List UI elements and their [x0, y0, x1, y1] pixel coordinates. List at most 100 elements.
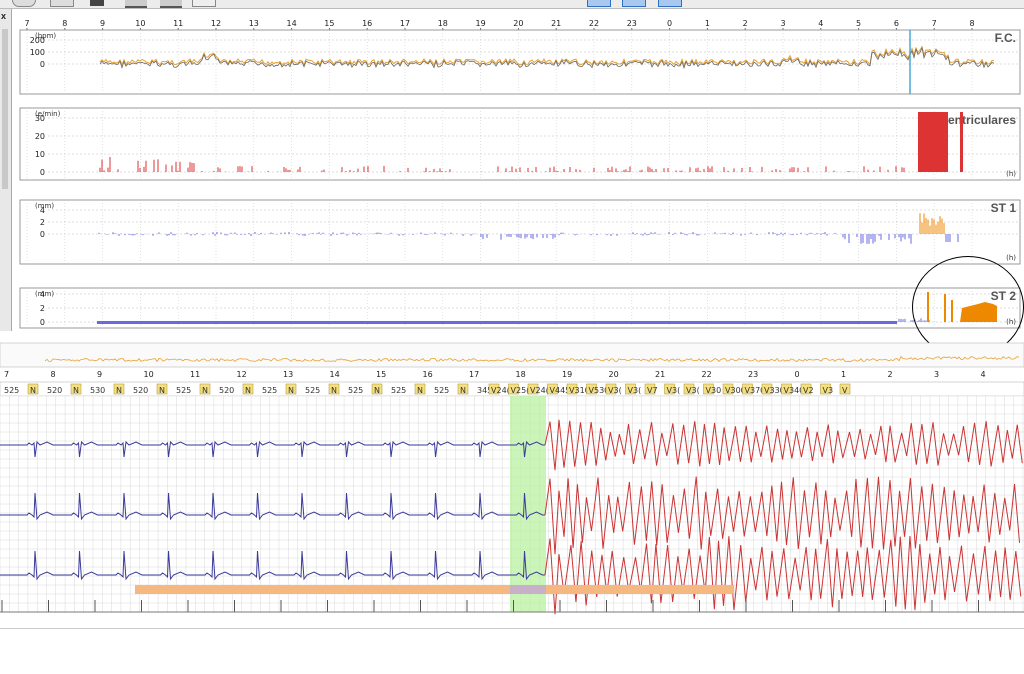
beat-interval-label: 7 — [653, 386, 658, 395]
beat-type-label: V — [550, 386, 556, 395]
strip-tick-label: 11 — [190, 370, 200, 379]
hour-tick-label: 19 — [476, 19, 486, 28]
vent-burst — [960, 112, 963, 172]
beat-interval-label: 525 — [262, 386, 277, 395]
strip-tick-label: 10 — [144, 370, 154, 379]
toolbar — [0, 0, 1024, 9]
beat-type-tag — [703, 383, 714, 395]
hour-tick-label: 20 — [513, 19, 523, 28]
strip-tick-label: 3 — [934, 370, 939, 379]
beat-type-label: N — [202, 386, 208, 395]
beat-type-label: N — [460, 386, 466, 395]
beat-interval-label: 345 — [477, 386, 492, 395]
y-tick-label: 0 — [40, 168, 45, 177]
beat-interval-label: 340 — [789, 386, 804, 395]
beat-type-tag — [781, 383, 792, 395]
panel-unit-label: (bpm) — [35, 32, 56, 40]
hour-tick-label: 13 — [249, 19, 259, 28]
layout3-icon[interactable] — [658, 0, 682, 7]
beat-type-tag — [508, 383, 519, 395]
hour-tick-label: 1 — [705, 19, 710, 28]
beat-type-tag — [605, 383, 617, 395]
hour-tick-label: 10 — [135, 19, 145, 28]
beat-type-label: N — [331, 386, 337, 395]
panel-hour-unit: (h) — [1006, 170, 1016, 178]
layout1-icon[interactable] — [587, 0, 611, 7]
strip-tick-label: 17 — [469, 370, 479, 379]
y-tick-label: 2 — [40, 218, 45, 227]
beat-type-label: V — [589, 386, 595, 395]
beat-type-label: N — [30, 386, 36, 395]
beat-interval-label: 530 — [90, 386, 105, 395]
y-tick-label: 2 — [40, 304, 45, 313]
annotation-circle — [912, 256, 1024, 358]
beat-type-label: V — [725, 386, 731, 395]
beat-type-label: V — [803, 386, 809, 395]
beat-type-label: N — [159, 386, 165, 395]
beat-type-tag — [328, 383, 340, 395]
y-tick-label: 30 — [35, 114, 45, 123]
monitor2-icon[interactable] — [160, 0, 182, 8]
left-sidebar: x — [0, 9, 12, 331]
panel-title: F.C. — [995, 31, 1016, 45]
overview-row — [0, 342, 1024, 368]
beat-interval-label: 330 — [770, 386, 785, 395]
beat-type-tag — [156, 383, 168, 395]
beat-type-tag — [761, 383, 773, 395]
beat-type-label: N — [374, 386, 380, 395]
beat-type-label: V — [530, 386, 536, 395]
beat-type-tag — [800, 383, 812, 395]
beat-interval-label: 520 — [47, 386, 62, 395]
ecg-lead2-normal — [0, 492, 545, 521]
beat-interval-label: 370 — [750, 386, 765, 395]
hour-tick-label: 21 — [551, 19, 561, 28]
beat-interval-label: 525 — [391, 386, 406, 395]
hour-tick-label: 11 — [173, 19, 183, 28]
beat-interval-label: 24( — [536, 386, 549, 395]
beat-type-tag — [586, 383, 597, 395]
beat-type-label: V — [823, 386, 829, 395]
beat-type-tag — [199, 383, 211, 395]
beat-type-label: V — [491, 386, 497, 395]
beat-interval-label: 310 — [575, 386, 590, 395]
beat-type-label: V — [706, 386, 712, 395]
sidebar-scrollbar[interactable] — [2, 29, 8, 189]
beat-interval-label: 30 — [711, 386, 721, 395]
hour-tick-label: 7 — [24, 19, 29, 28]
ecg-lead1-vt — [544, 419, 1023, 471]
strip-tick-label: 13 — [283, 370, 293, 379]
beat-interval-label: 520 — [133, 386, 148, 395]
strip-tick-label: 19 — [562, 370, 572, 379]
beat-type-label: V — [842, 386, 848, 395]
hour-tick-label: 0 — [667, 19, 672, 28]
panel-unit-label: (mm) — [35, 202, 54, 210]
hour-tick-label: 7 — [932, 19, 937, 28]
hour-tick-label: 8 — [62, 19, 67, 28]
y-tick-label: 4 — [40, 290, 45, 299]
beat-type-tag — [683, 383, 695, 395]
layout2-icon[interactable] — [622, 0, 646, 7]
grid-icon[interactable] — [192, 0, 216, 7]
beat-interval-label: 3( — [633, 386, 641, 395]
beat-interval-label: 525 — [305, 386, 320, 395]
trend-panel-st1 — [19, 199, 1021, 265]
hour-tick-label: 8 — [969, 19, 974, 28]
pencil-icon[interactable] — [90, 0, 104, 6]
hour-tick-label: 12 — [211, 19, 221, 28]
hour-tick-label: 5 — [856, 19, 861, 28]
selected-beat-highlight — [510, 396, 546, 612]
y-tick-label: 10 — [35, 150, 45, 159]
beat-type-tag — [722, 383, 734, 395]
close-icon[interactable]: x — [1, 11, 7, 21]
panel-unit-label: (e/min) — [35, 110, 61, 118]
beat-interval-label: 3 — [828, 386, 833, 395]
beat-type-tag — [27, 383, 39, 395]
monitor-icon[interactable] — [125, 0, 147, 8]
strip-tick-label: 14 — [330, 370, 340, 379]
printer-icon[interactable] — [50, 0, 74, 7]
strip-tick-label: 9 — [97, 370, 102, 379]
beat-type-tag — [664, 383, 675, 395]
y-tick-label: 0 — [40, 318, 45, 327]
y-tick-label: 0 — [40, 230, 45, 239]
beat-interval-label: 3( — [614, 386, 622, 395]
